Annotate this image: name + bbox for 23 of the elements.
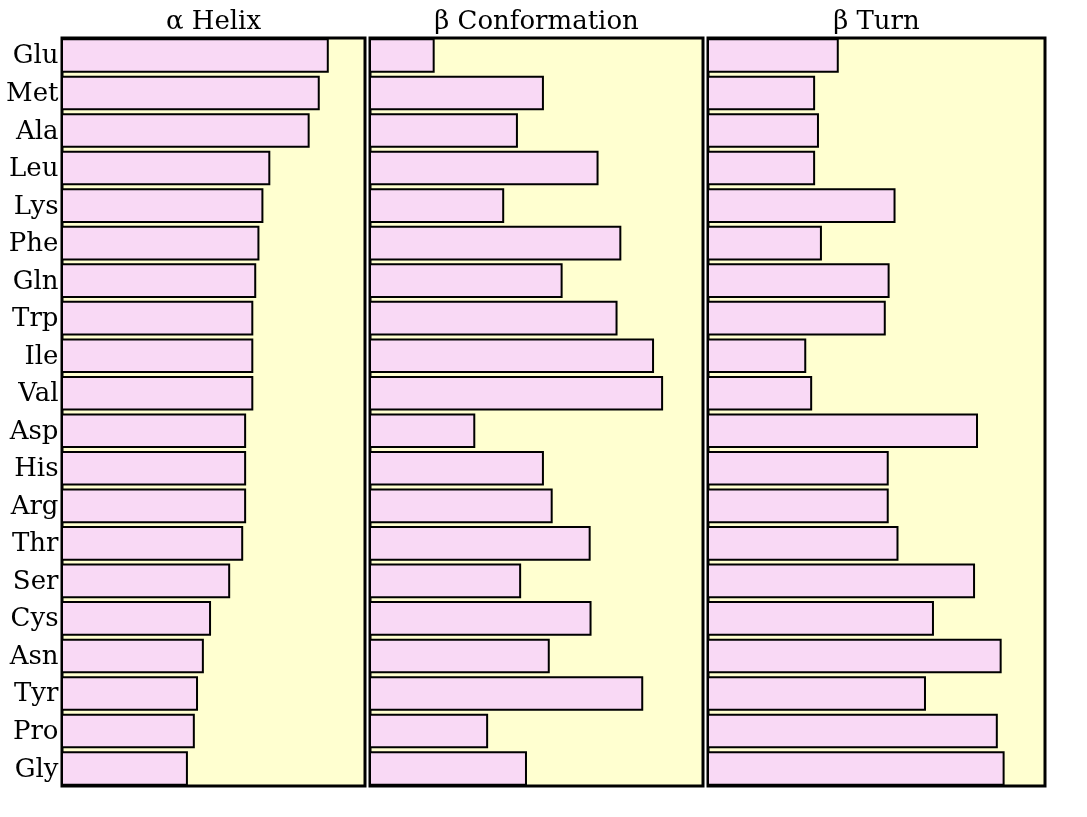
y-tick-label: Leu	[9, 152, 59, 183]
y-tick-label: Phe	[8, 227, 59, 258]
y-tick-label: Thr	[11, 527, 60, 558]
y-tick-label: Val	[17, 377, 59, 408]
chart-title: α Helix	[165, 5, 262, 35]
y-tick-label: Cys	[10, 602, 59, 633]
y-tick-label: Gly	[14, 752, 59, 783]
y-tick-label: Trp	[12, 302, 59, 333]
y-tick-label: Glu	[12, 39, 59, 70]
y-tick-label: Ile	[24, 339, 59, 370]
y-tick-label: Gln	[12, 264, 59, 295]
y-tick-label: His	[14, 452, 59, 483]
chart-title: β Conformation	[434, 5, 640, 35]
y-tick-label: Asn	[8, 639, 59, 670]
chart-title: β Turn	[833, 5, 921, 35]
y-tick-label: Ala	[14, 114, 59, 145]
y-tick-label: Met	[6, 76, 60, 107]
y-tick-label: Ser	[12, 564, 60, 595]
y-tick-label: Arg	[9, 489, 59, 520]
y-tick-label: Pro	[12, 715, 59, 746]
y-tick-label: Lys	[13, 189, 59, 220]
y-tick-label: Tyr	[14, 677, 60, 708]
y-tick-label: Asp	[8, 414, 59, 445]
